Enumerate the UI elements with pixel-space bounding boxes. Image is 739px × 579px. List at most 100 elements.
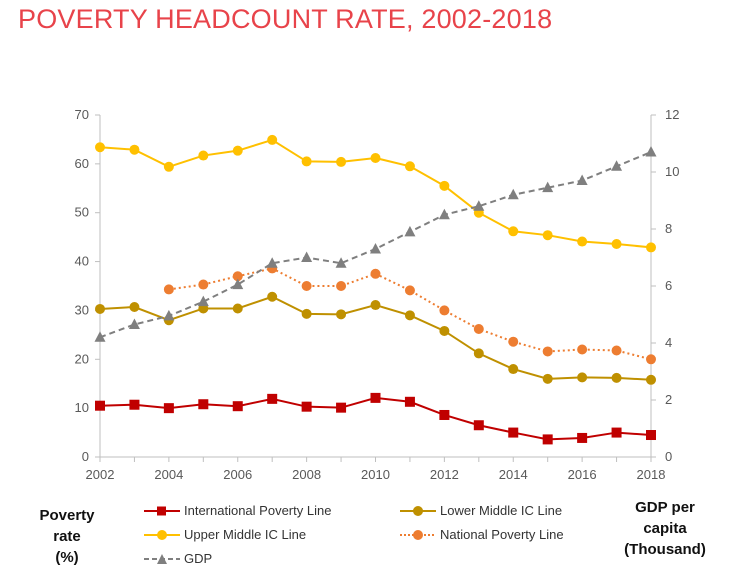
x-tick-label: 2008 <box>292 467 321 482</box>
data-point <box>439 325 450 336</box>
left-axis-label-line1: Poverty <box>39 507 95 524</box>
x-tick-label: 2004 <box>154 467 183 482</box>
x-tick-label: 2014 <box>499 467 528 482</box>
data-point <box>232 145 243 156</box>
y2-tick-label: 2 <box>665 392 672 407</box>
left-axis-label-line3: (%) <box>55 549 79 566</box>
data-point <box>404 161 415 172</box>
data-point <box>95 303 105 314</box>
y-tick-label: 0 <box>82 449 89 464</box>
data-point <box>508 226 519 237</box>
data-point <box>646 354 656 365</box>
data-point <box>508 427 519 438</box>
data-point <box>301 281 312 291</box>
data-point <box>577 344 588 355</box>
data-point <box>370 300 381 311</box>
right-axis-label-line3: (Thousand) <box>624 541 706 558</box>
data-point <box>163 284 174 295</box>
y2-tick-label: 8 <box>665 221 672 236</box>
y-tick-label: 60 <box>75 156 89 171</box>
data-point <box>473 348 484 359</box>
x-tick-label: 2010 <box>361 467 390 482</box>
y-tick-label: 10 <box>75 400 89 415</box>
data-point <box>473 420 484 431</box>
data-point <box>267 393 278 404</box>
data-point <box>94 331 106 342</box>
y-tick-label: 40 <box>75 254 89 269</box>
data-point <box>404 396 415 407</box>
data-point <box>266 257 278 268</box>
data-point <box>198 279 209 290</box>
left-axis-label-line2: rate <box>53 528 81 545</box>
y2-tick-label: 4 <box>665 335 672 350</box>
data-point <box>301 156 312 167</box>
data-point <box>232 278 244 290</box>
data-point <box>163 161 174 172</box>
data-point <box>507 188 519 200</box>
data-point <box>267 134 278 145</box>
right-axis-label-line1: GDP per <box>635 499 695 516</box>
data-point <box>439 180 450 191</box>
data-point <box>577 372 588 383</box>
series-line-3 <box>168 267 652 361</box>
data-point <box>232 303 243 314</box>
data-point <box>370 392 381 403</box>
data-point <box>611 238 622 249</box>
data-point <box>163 309 175 321</box>
data-point <box>404 285 415 296</box>
data-point <box>404 310 415 321</box>
data-point <box>198 399 209 410</box>
data-point <box>163 403 174 414</box>
data-point <box>336 402 347 413</box>
data-point <box>301 401 312 412</box>
data-point <box>611 372 622 383</box>
data-point <box>542 373 553 384</box>
data-point <box>577 236 588 247</box>
data-point <box>646 374 656 385</box>
data-point <box>301 308 312 319</box>
data-point <box>542 434 553 445</box>
data-point <box>336 281 347 291</box>
data-point <box>542 346 553 357</box>
y-tick-label: 30 <box>75 302 89 317</box>
right-axis-label-line2: capita <box>643 520 687 537</box>
y-tick-label: 70 <box>75 107 89 122</box>
data-point <box>370 268 381 279</box>
right-axis-label: GDP per capita (Thousand) <box>610 497 720 560</box>
data-point <box>232 401 243 412</box>
data-point <box>197 295 209 307</box>
data-point <box>95 400 105 411</box>
data-point <box>577 432 588 443</box>
series-markers <box>94 134 657 445</box>
left-axis-label: Poverty rate (%) <box>22 505 112 568</box>
data-point <box>95 142 105 153</box>
y-tick-label: 20 <box>75 351 89 366</box>
x-tick-label: 2006 <box>223 467 252 482</box>
x-tick-label: 2016 <box>568 467 597 482</box>
x-tick-label: 2018 <box>637 467 666 482</box>
data-point <box>646 430 656 441</box>
data-point <box>473 323 484 334</box>
data-point <box>542 230 553 241</box>
data-point <box>232 271 243 282</box>
data-point <box>335 257 347 268</box>
data-point <box>611 345 622 356</box>
data-point <box>473 200 485 211</box>
data-point <box>129 302 140 313</box>
data-point <box>438 208 450 220</box>
data-point <box>128 318 140 329</box>
data-point <box>508 336 519 347</box>
series-line-0 <box>99 396 652 441</box>
data-point <box>370 152 381 163</box>
data-point <box>611 160 623 171</box>
data-point <box>542 181 554 193</box>
data-point <box>646 242 656 253</box>
data-point <box>611 427 622 438</box>
y2-tick-label: 10 <box>665 164 679 179</box>
data-point <box>336 156 347 167</box>
data-point <box>439 305 450 316</box>
y2-tick-label: 6 <box>665 278 672 293</box>
data-point <box>404 225 416 237</box>
y-tick-label: 50 <box>75 205 89 220</box>
